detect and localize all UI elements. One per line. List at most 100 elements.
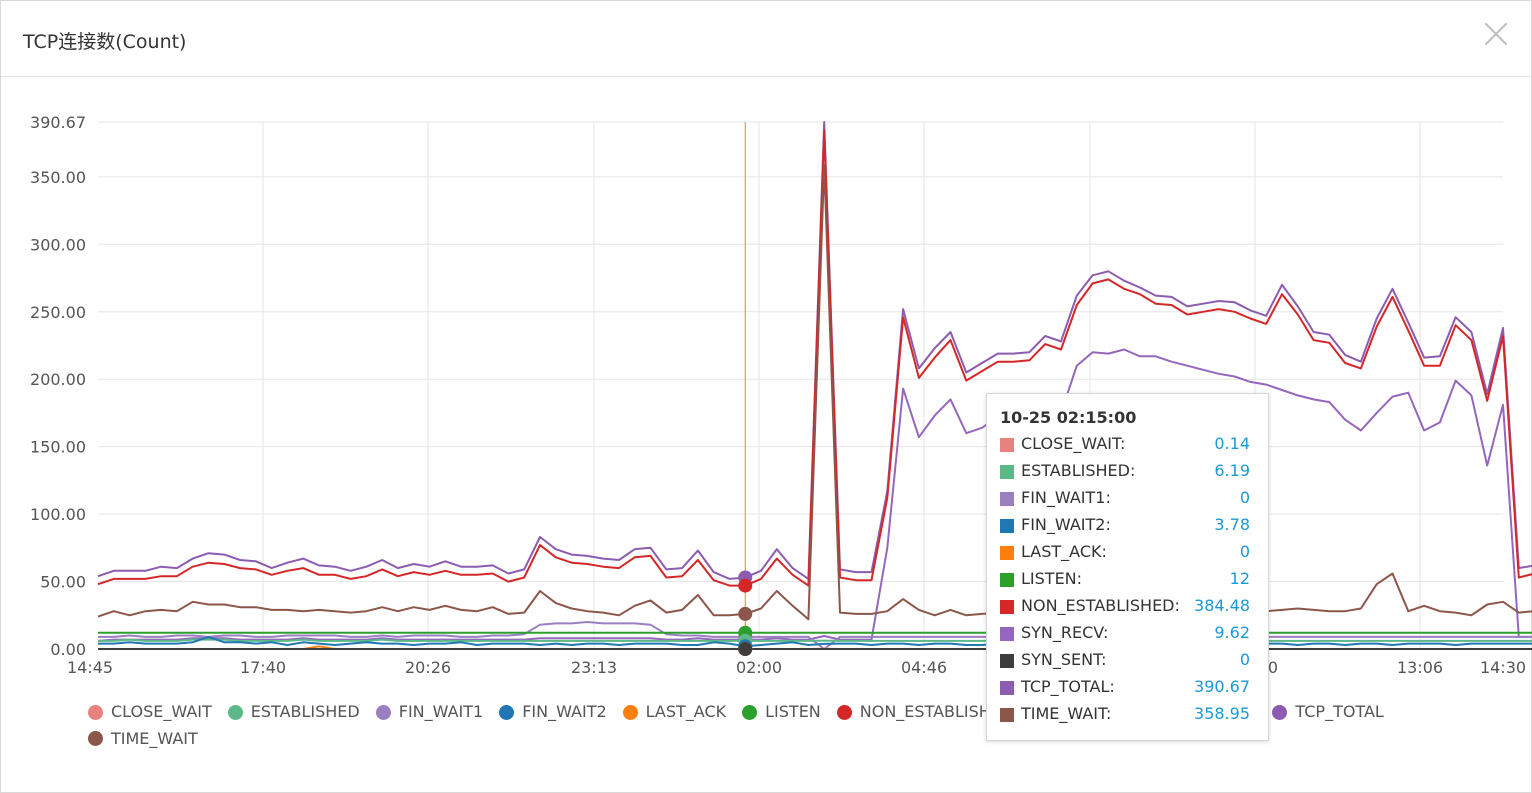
tooltip-value: 0 <box>1239 488 1250 507</box>
tooltip-swatch-icon <box>1000 600 1014 614</box>
x-tick-label: 13:06 <box>1397 658 1443 677</box>
tooltip-label: ESTABLISHED: <box>1021 461 1136 480</box>
tooltip-row-close-wait: CLOSE_WAIT: 0.14 <box>1000 432 1250 459</box>
series-line-tcp-total <box>97 121 1532 580</box>
tooltip-label: TIME_WAIT: <box>1021 704 1112 723</box>
series-line-syn-recv <box>97 348 1532 642</box>
tooltip-swatch-icon <box>1000 573 1014 587</box>
legend-label: CLOSE_WAIT <box>111 702 212 721</box>
legend-item-fin-wait1[interactable]: FIN_WAIT1 <box>375 700 484 724</box>
tooltip-label: TCP_TOTAL: <box>1021 677 1115 696</box>
tooltip-label: FIN_WAIT2: <box>1021 515 1111 534</box>
tooltip-label: NON_ESTABLISHED: <box>1021 596 1180 615</box>
tooltip-label: SYN_RECV: <box>1021 623 1109 642</box>
legend-item-last-ack[interactable]: LAST_ACK <box>622 700 727 724</box>
legend-item-listen[interactable]: LISTEN <box>742 700 821 724</box>
panel-title: TCP连接数(Count) <box>23 31 187 53</box>
legend-label: FIN_WAIT1 <box>398 702 484 721</box>
tooltip-value: 384.48 <box>1194 596 1250 615</box>
legend-dot-icon <box>499 704 515 720</box>
legend-label: LAST_ACK <box>645 702 727 721</box>
y-tick-label: 100.00 <box>30 505 86 524</box>
tooltip-row-syn-sent: SYN_SENT: 0 <box>1000 648 1250 675</box>
hover-point-time-wait <box>738 606 753 621</box>
tooltip-value: 358.95 <box>1194 704 1250 723</box>
legend-item-fin-wait2[interactable]: FIN_WAIT2 <box>499 700 607 724</box>
hover-point-non-established <box>738 578 753 593</box>
tooltip-value: 6.19 <box>1214 461 1250 480</box>
x-tick-label: 17:40 <box>240 658 286 677</box>
tooltip-swatch-icon <box>1000 654 1014 668</box>
series-line-established <box>98 638 1532 642</box>
x-tick-label: 14:30 <box>1480 658 1526 677</box>
series-line-fin-wait1 <box>98 621 1532 650</box>
hover-point-syn-sent <box>738 642 753 656</box>
tooltip-row-established: ESTABLISHED: 6.19 <box>1000 459 1250 486</box>
y-tick-label: 0.00 <box>50 640 86 659</box>
legend-item-established[interactable]: ESTABLISHED <box>227 700 360 724</box>
tooltip-swatch-icon <box>1000 492 1014 506</box>
legend-dot-icon <box>227 704 243 720</box>
x-tick-label: 20:26 <box>405 658 451 677</box>
legend-label: ESTABLISHED <box>250 702 360 721</box>
tooltip-label: LAST_ACK: <box>1021 542 1107 561</box>
y-tick-label: 150.00 <box>30 438 86 457</box>
tooltip-swatch-icon <box>1000 708 1014 722</box>
legend-dot-icon <box>742 704 758 720</box>
series-line-non-established <box>97 129 1532 587</box>
legend-dot-icon <box>622 704 638 720</box>
tooltip-label: FIN_WAIT1: <box>1021 488 1111 507</box>
tooltip-row-syn-recv: SYN_RECV: 9.62 <box>1000 621 1250 648</box>
legend-dot-icon <box>836 704 852 720</box>
legend-dot-icon <box>1272 704 1288 720</box>
x-tick-label: 04:46 <box>901 658 947 677</box>
tooltip-swatch-icon <box>1000 465 1014 479</box>
tooltip-label: CLOSE_WAIT: <box>1021 434 1126 453</box>
chart-legend: CLOSE_WAIT ESTABLISHED FIN_WAIT1 FIN_WAIT2 L… <box>88 700 1518 753</box>
tooltip-value: 9.62 <box>1214 623 1250 642</box>
tooltip-value: 3.78 <box>1214 515 1250 534</box>
legend-label: FIN_WAIT2 <box>522 702 607 721</box>
x-tick-label: 23:13 <box>571 658 617 677</box>
legend-label: LISTEN <box>765 702 821 721</box>
x-tick-label: 14:45 <box>67 658 113 677</box>
series-line-time-wait <box>97 163 1532 621</box>
tooltip-swatch-icon <box>1000 546 1014 560</box>
tooltip-value: 0 <box>1239 650 1250 669</box>
tooltip-swatch-icon <box>1000 627 1014 641</box>
tooltip-label: LISTEN: <box>1021 569 1083 588</box>
x-tick-label: 02:00 <box>736 658 782 677</box>
tooltip-value: 12 <box>1229 569 1250 588</box>
tooltip-value: 0 <box>1239 542 1250 561</box>
chart-tooltip: 10-25 02:15:00 CLOSE_WAIT: 0.14 ESTABLISHE… <box>986 393 1269 741</box>
tooltip-row-listen: LISTEN: 12 <box>1000 567 1250 594</box>
legend-dot-icon <box>88 704 103 720</box>
y-tick-label: 200.00 <box>30 370 86 389</box>
legend-dot-icon <box>88 731 103 746</box>
series-line-fin-wait2 <box>98 635 1532 648</box>
legend-item-non-established[interactable]: NON_ESTABLISHED <box>836 700 1014 724</box>
tooltip-swatch-icon <box>1000 438 1014 452</box>
tooltip-row-last-ack: LAST_ACK: 0 <box>1000 540 1250 567</box>
tooltip-row-non-established: NON_ESTABLISHED: 384.48 <box>1000 594 1250 621</box>
tooltip-value: 390.67 <box>1194 677 1250 696</box>
tooltip-row-fin-wait2: FIN_WAIT2: 3.78 <box>1000 513 1250 540</box>
y-tick-label: 50.00 <box>40 573 86 592</box>
tooltip-title: 10-25 02:15:00 <box>1000 408 1137 427</box>
tooltip-value: 0.14 <box>1214 434 1250 453</box>
legend-item-close-wait[interactable]: CLOSE_WAIT <box>88 700 212 724</box>
tooltip-row-tcp-total: TCP_TOTAL: 390.67 <box>1000 675 1250 702</box>
legend-dot-icon <box>375 704 391 720</box>
legend-item-tcp-total[interactable]: TCP_TOTAL <box>1272 700 1384 724</box>
tooltip-swatch-icon <box>1000 519 1014 533</box>
tooltip-row-time-wait: TIME_WAIT: 358.95 <box>1000 702 1250 729</box>
tooltip-row-fin-wait1: FIN_WAIT1: 0 <box>1000 486 1250 513</box>
panel-header: TCP连接数(Count) <box>1 1 1531 77</box>
tooltip-swatch-icon <box>1000 681 1014 695</box>
legend-item-time-wait[interactable]: TIME_WAIT <box>88 727 198 751</box>
legend-label: NON_ESTABLISHED <box>859 702 1014 721</box>
y-tick-label: 250.00 <box>30 303 86 322</box>
tooltip-label: SYN_SENT: <box>1021 650 1107 669</box>
